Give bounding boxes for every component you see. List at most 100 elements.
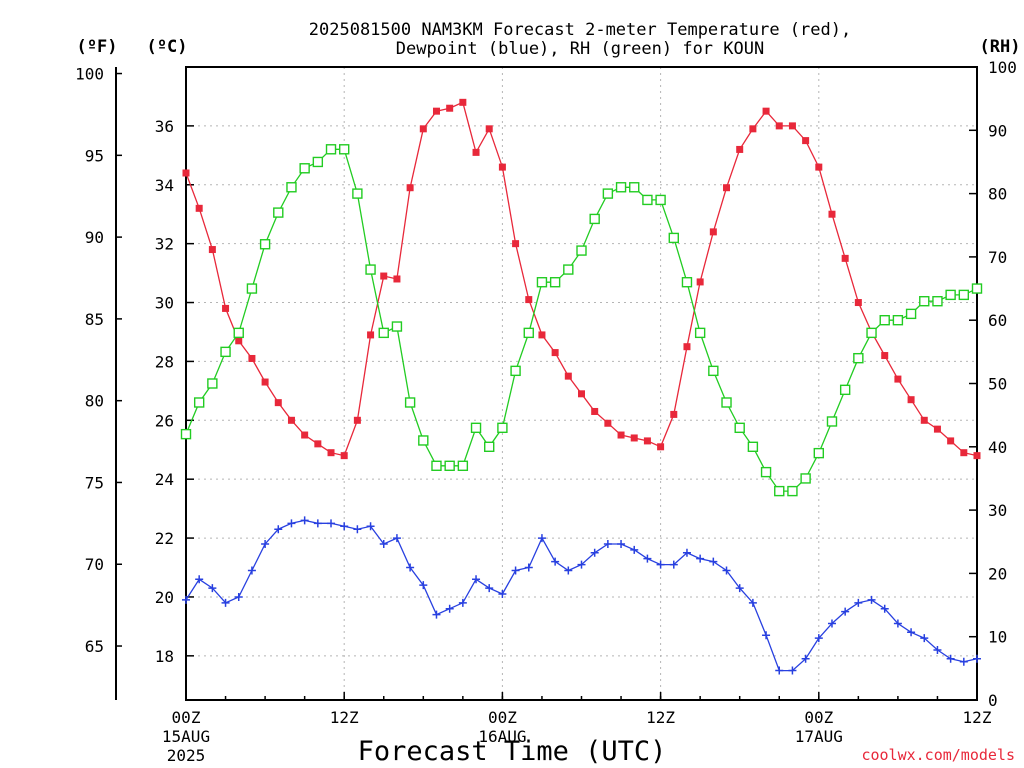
rh-tick-label: 50 <box>988 375 1007 394</box>
rh-point <box>378 327 389 339</box>
dewpoint-point <box>973 654 981 663</box>
temperature-point <box>472 148 480 156</box>
temperature-point <box>643 437 651 445</box>
rh-point <box>391 321 403 332</box>
temperature-point <box>301 431 309 439</box>
dewpoint-point <box>748 598 757 607</box>
celsius-tick-label: 20 <box>155 588 174 607</box>
celsius-tick-label: 18 <box>155 647 174 666</box>
rh-point <box>919 296 930 307</box>
rh-point <box>681 277 693 288</box>
temperature-point <box>538 331 546 339</box>
temperature-point <box>907 396 915 404</box>
temperature-point <box>564 372 572 380</box>
rh-tick-label: 10 <box>988 628 1007 647</box>
dewpoint-point <box>854 598 863 607</box>
dewpoint-point <box>261 539 270 548</box>
temperature-point <box>393 275 401 283</box>
temperature-point <box>459 98 467 106</box>
rh-tick-label: 0 <box>988 691 998 710</box>
dewpoint-point <box>907 628 916 637</box>
rh-tick-label: 100 <box>988 58 1017 77</box>
dewpoint-point <box>841 607 850 616</box>
rh-point <box>839 384 851 396</box>
temperature-point <box>498 163 506 171</box>
x-tick-year: 2025 <box>167 746 206 765</box>
x-tick-label: 00Z <box>488 708 517 727</box>
rh-point <box>220 346 231 358</box>
celsius-tick-label: 28 <box>155 352 174 371</box>
rh-point <box>694 327 706 339</box>
temperature-point <box>419 125 427 133</box>
rh-point <box>853 352 864 364</box>
dewpoint-point <box>379 539 388 548</box>
dewpoint-point <box>590 548 599 557</box>
dewpoint-point <box>762 631 771 640</box>
rh-point <box>774 485 785 497</box>
dewpoint-point <box>511 566 520 575</box>
rh-point <box>510 365 521 377</box>
temperature-point <box>274 399 282 407</box>
rh-point <box>945 289 956 301</box>
rh-point <box>273 207 284 218</box>
rh-point <box>418 435 429 446</box>
series-line <box>185 148 978 492</box>
series-line <box>185 101 978 457</box>
dewpoint-point <box>669 560 678 569</box>
dewpoint-point <box>959 657 968 666</box>
dewpoint-point <box>617 539 626 548</box>
rh-point <box>286 182 297 193</box>
temperature-point <box>235 337 243 345</box>
rh-point <box>549 277 561 288</box>
dewpoint-point <box>524 563 533 572</box>
temperature-point <box>340 452 348 460</box>
temperature-point <box>947 437 955 445</box>
fahrenheit-tick-label: 90 <box>85 228 104 247</box>
temperature-point <box>775 122 783 130</box>
celsius-tick-label: 32 <box>155 235 174 254</box>
rh-point <box>734 422 745 434</box>
temperature-point <box>696 278 704 286</box>
celsius-tick-label: 34 <box>155 176 174 195</box>
series-rh <box>180 144 983 497</box>
dewpoint-point <box>208 584 217 593</box>
rh-point <box>747 441 759 452</box>
temperature-point <box>881 352 889 360</box>
temperature-point <box>248 354 256 362</box>
temperature-point <box>353 416 361 424</box>
rh-point <box>655 194 666 206</box>
dewpoint-point <box>537 534 546 543</box>
temperature-point <box>512 240 520 248</box>
rh-point <box>233 327 244 339</box>
temperature-point <box>670 410 678 418</box>
rh-point <box>668 232 679 244</box>
rh-point <box>813 447 824 459</box>
dewpoint-point <box>182 595 190 604</box>
fahrenheit-tick-label: 80 <box>85 392 104 411</box>
series-temperature <box>182 98 981 460</box>
temperature-point <box>525 296 533 304</box>
rh-unit-label: (RH) <box>980 37 1021 57</box>
fahrenheit-unit-label: (ºF) <box>77 37 118 57</box>
temperature-point <box>933 425 941 433</box>
x-tick-label: 12Z <box>330 708 359 727</box>
celsius-unit-label: (ºC) <box>147 37 188 57</box>
dewpoint-point <box>564 566 573 575</box>
rh-point <box>193 397 205 408</box>
rh-point <box>708 365 719 377</box>
temperature-point <box>841 254 849 262</box>
temperature-point <box>788 122 796 130</box>
fahrenheit-tick-label: 65 <box>85 637 104 656</box>
rh-point <box>352 188 363 199</box>
temperature-point <box>380 272 388 280</box>
temperature-point <box>485 125 493 133</box>
dewpoint-point <box>419 581 428 590</box>
dewpoint-point <box>406 563 415 572</box>
rh-point <box>207 378 218 389</box>
dewpoint-point <box>353 525 362 534</box>
temperature-point <box>920 416 928 424</box>
temperature-point <box>723 184 731 192</box>
temperature-point <box>222 304 230 312</box>
dewpoint-point <box>300 516 309 525</box>
